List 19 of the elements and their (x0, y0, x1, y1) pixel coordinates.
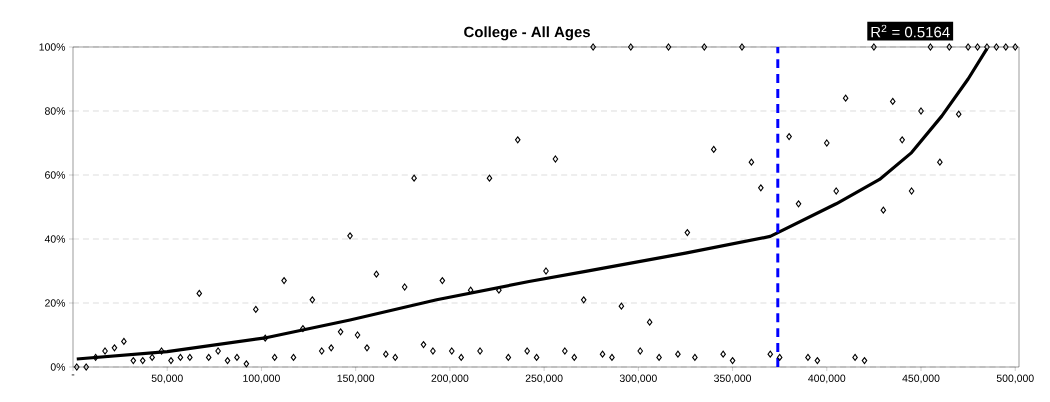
x-tick-label: - (71, 374, 75, 376)
chart-title: College - All Ages (464, 26, 590, 41)
x-tick-label: 450,000 (902, 374, 940, 384)
y-tick-label: 60% (45, 171, 66, 179)
x-tick-label: 50,000 (151, 374, 183, 384)
y-tick-label: 100% (39, 43, 66, 51)
x-tick-label: 250,000 (525, 374, 563, 384)
y-tick-label: 40% (44, 235, 66, 243)
x-tick-label: 100,000 (243, 374, 280, 384)
x-tick-label: 200,000 (431, 374, 469, 384)
y-tick-label: 20% (45, 299, 66, 307)
text: R$^{2}$ = 0.5164 (871, 24, 950, 38)
x-tick-label: 300,000 (619, 374, 657, 384)
x-tick-label: 500,000 (996, 374, 1034, 384)
y-tick-label: 80% (45, 107, 66, 115)
x-tick-label: 150,000 (337, 374, 375, 384)
x-tick-label: 400,000 (808, 374, 846, 384)
x-tick-label: 350,000 (714, 374, 752, 384)
y-tick-label: 0% (50, 363, 66, 371)
